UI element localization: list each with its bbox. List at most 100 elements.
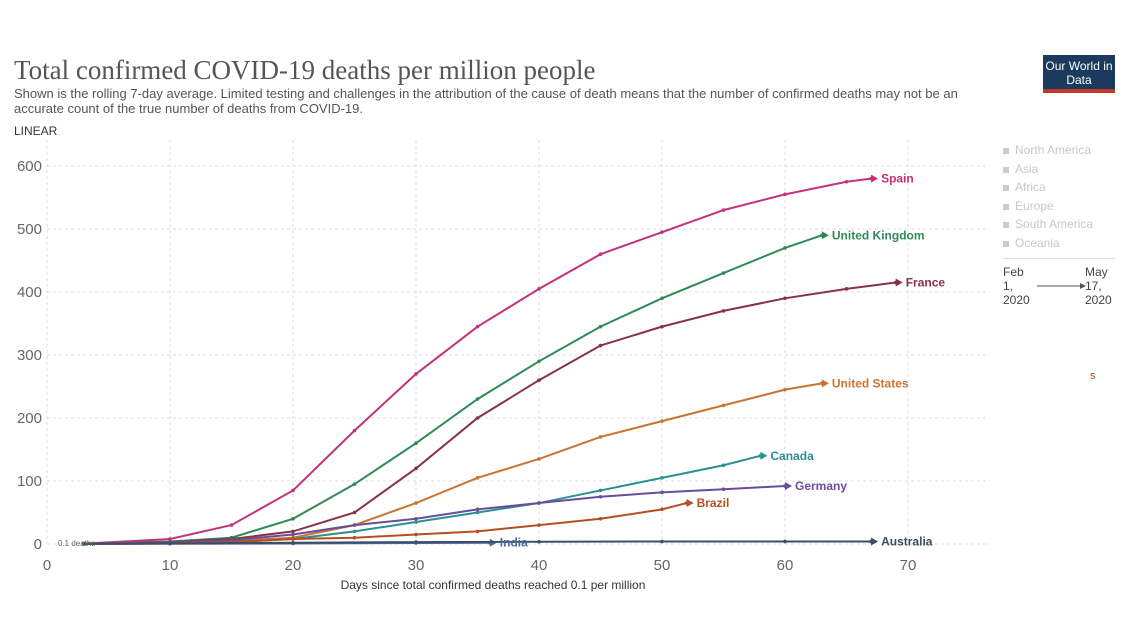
y-tick-label: 400 [17, 284, 42, 301]
data-point [783, 246, 787, 250]
owid-logo[interactable]: Our World in Data [1043, 55, 1115, 93]
series-label[interactable]: Germany [795, 479, 847, 493]
data-point [475, 529, 480, 534]
data-point [598, 343, 603, 348]
data-point [352, 529, 357, 534]
y-tick-label: 100 [17, 473, 42, 490]
data-point [537, 378, 541, 383]
data-point [537, 287, 541, 291]
data-point [660, 230, 664, 234]
timeline-end[interactable]: May 17, 2020 [1085, 265, 1112, 307]
legend-item[interactable]: North America [1003, 143, 1093, 162]
data-point [660, 539, 664, 544]
series-line-spain[interactable] [83, 177, 872, 545]
data-point [721, 271, 726, 275]
data-point [844, 287, 849, 291]
series-line-australia[interactable] [83, 540, 872, 545]
x-tick-label: 30 [408, 557, 425, 574]
x-tick-label: 60 [777, 557, 794, 574]
data-point [414, 517, 418, 521]
series-label[interactable]: Australia [881, 534, 933, 548]
data-point [660, 476, 664, 480]
data-point [660, 507, 664, 512]
x-axis-label: Days since total confirmed deaths reache… [341, 578, 646, 592]
series-label[interactable]: United States [832, 376, 909, 390]
series-arrow-icon [895, 278, 903, 287]
data-point [475, 507, 480, 512]
data-point [783, 387, 787, 392]
data-point [598, 488, 603, 493]
data-point [598, 517, 603, 521]
data-point [168, 537, 172, 541]
data-point [660, 324, 664, 329]
series-arrow-icon [686, 499, 694, 508]
data-point [414, 520, 418, 524]
series-arrow-icon [785, 482, 792, 491]
data-point [598, 435, 603, 439]
data-point [414, 532, 418, 537]
legend-label: Europe [1015, 198, 1054, 213]
data-point [783, 539, 787, 544]
series-label[interactable]: France [906, 276, 946, 290]
data-point [660, 296, 664, 301]
data-point [598, 494, 603, 499]
data-point [475, 476, 480, 480]
data-point [475, 324, 480, 329]
series-line-united-states[interactable] [83, 382, 823, 545]
series-arrow-icon [821, 231, 829, 240]
series-label[interactable]: Spain [881, 172, 914, 186]
data-point [229, 523, 234, 527]
data-point [721, 487, 726, 491]
data-point [475, 510, 480, 515]
x-tick-label: 20 [285, 557, 302, 574]
data-point [352, 510, 357, 515]
series-arrow-icon [821, 379, 829, 388]
data-point [660, 490, 664, 495]
x-tick-label: 70 [900, 557, 917, 574]
legend-label: South America [1015, 217, 1094, 232]
legend-label: Oceania [1015, 235, 1060, 250]
y-tick-label: 0 [34, 536, 42, 553]
data-point [783, 192, 787, 197]
legend-label: Africa [1015, 180, 1046, 195]
data-point [291, 529, 295, 534]
data-point [660, 419, 664, 423]
legend-item[interactable]: South America [1003, 217, 1093, 236]
series-label[interactable]: Brazil [697, 496, 730, 510]
data-point [414, 372, 418, 376]
chart-title: Total confirmed COVID-19 deaths per mill… [14, 55, 596, 85]
series-line-germany[interactable] [83, 485, 786, 545]
stray-label: s [1090, 370, 1096, 382]
x-tick-label: 50 [654, 557, 671, 574]
data-point [352, 535, 357, 540]
series-line-france[interactable] [83, 281, 896, 545]
data-point [844, 179, 849, 184]
threshold-annotation: 0.1 deaths [58, 539, 95, 548]
data-point [537, 457, 541, 461]
scale-toggle[interactable]: LINEAR [14, 124, 58, 138]
data-point [291, 532, 295, 537]
timeline-control[interactable]: Feb 1, 2020 May 17, 2020 [1003, 258, 1115, 307]
data-point [475, 397, 480, 401]
series-label[interactable]: India [500, 536, 528, 550]
legend-item[interactable]: Asia [1003, 162, 1093, 181]
data-point [352, 523, 357, 527]
series-label[interactable]: Canada [770, 449, 814, 463]
series-label[interactable]: United Kingdom [832, 228, 925, 242]
data-point [475, 416, 480, 420]
y-tick-label: 200 [17, 410, 42, 427]
data-point [721, 403, 726, 408]
data-point [537, 523, 541, 527]
series-arrow-icon [760, 451, 768, 460]
x-tick-label: 10 [162, 557, 179, 574]
legend-item[interactable]: Oceania [1003, 236, 1093, 255]
x-tick-label: 40 [531, 557, 548, 574]
data-point [82, 542, 86, 546]
timeline-start[interactable]: Feb 1, 2020 [1003, 265, 1030, 307]
legend-item[interactable]: Africa [1003, 180, 1093, 199]
data-point [783, 296, 787, 301]
series-arrow-icon [871, 537, 879, 546]
legend-item[interactable]: Europe [1003, 199, 1093, 218]
data-point [291, 488, 295, 493]
